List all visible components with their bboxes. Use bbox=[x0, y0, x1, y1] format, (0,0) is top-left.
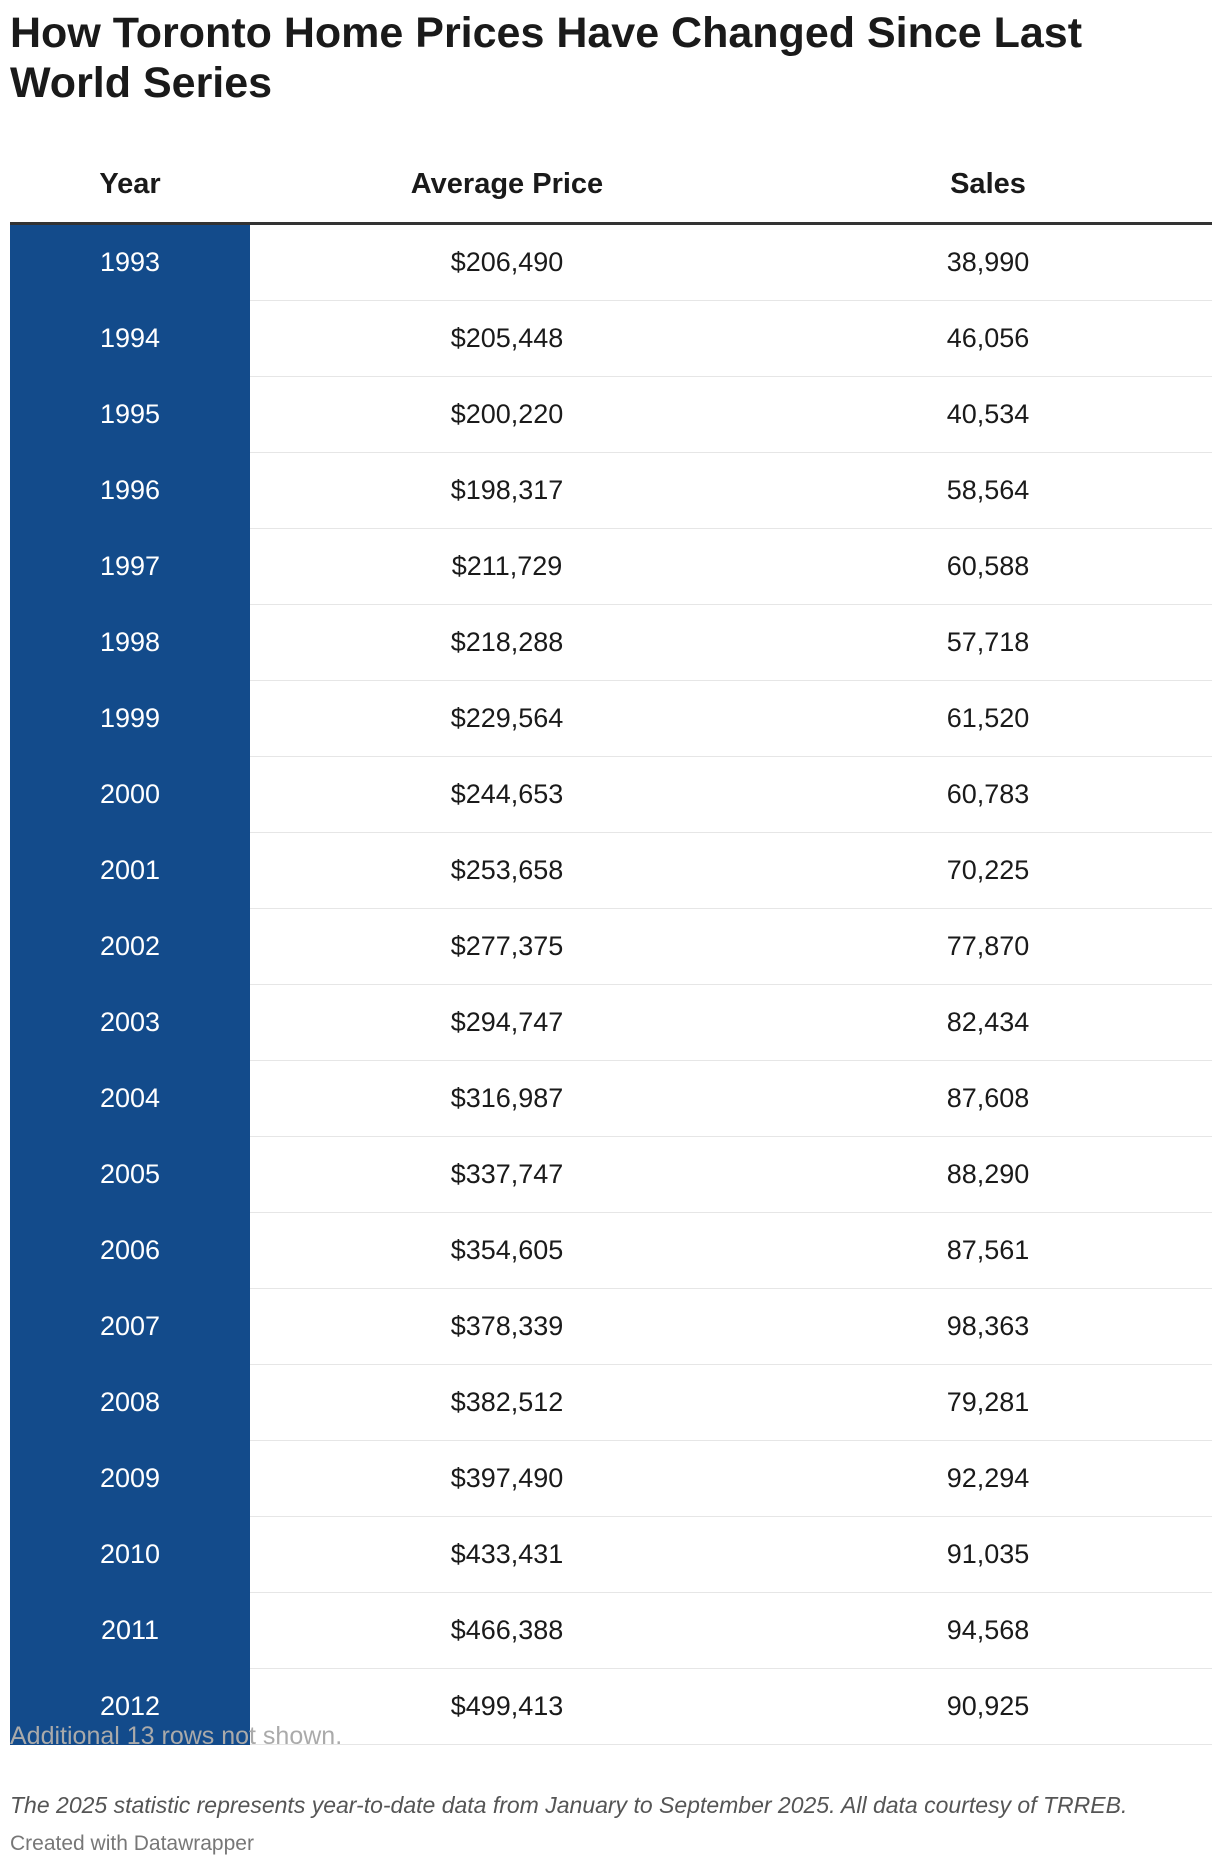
table-row: 1996 $198,317 58,564 bbox=[10, 452, 1212, 529]
table-cell: 92,294 bbox=[764, 1440, 1212, 1517]
year-cell: 1996 bbox=[10, 452, 250, 529]
table-cell: $218,288 bbox=[250, 604, 764, 681]
table-row: 2007 $378,339 98,363 bbox=[10, 1288, 1212, 1365]
table-cell: 98,363 bbox=[764, 1288, 1212, 1365]
table-row: 2004 $316,987 87,608 bbox=[10, 1060, 1212, 1137]
table-cell: 60,783 bbox=[764, 756, 1212, 833]
table-row: 1994 $205,448 46,056 bbox=[10, 300, 1212, 377]
year-cell: 1994 bbox=[10, 300, 250, 377]
column-header: Sales bbox=[764, 146, 1212, 225]
table-cell: $198,317 bbox=[250, 452, 764, 529]
table-cell: 77,870 bbox=[764, 908, 1212, 985]
table-cell: 58,564 bbox=[764, 452, 1212, 529]
table-row: 2010 $433,431 91,035 bbox=[10, 1516, 1212, 1593]
table-cell: $229,564 bbox=[250, 680, 764, 757]
table-row: 2012 $499,413 90,925 bbox=[10, 1668, 1212, 1745]
year-cell: 2011 bbox=[10, 1592, 250, 1669]
table-cell: 46,056 bbox=[764, 300, 1212, 377]
year-cell: 2004 bbox=[10, 1060, 250, 1137]
table-row: 1997 $211,729 60,588 bbox=[10, 528, 1212, 605]
table-row: 2000 $244,653 60,783 bbox=[10, 756, 1212, 833]
credit: Created with Datawrapper bbox=[10, 1832, 254, 1855]
year-cell: 1993 bbox=[10, 223, 250, 301]
table-cell: 60,588 bbox=[764, 528, 1212, 605]
table-cell: 79,281 bbox=[764, 1364, 1212, 1441]
year-cell: 2007 bbox=[10, 1288, 250, 1365]
hidden-rows-note: Additional 13 rows not shown. bbox=[10, 1722, 343, 1750]
table-cell: $200,220 bbox=[250, 376, 764, 453]
column-header: Year bbox=[10, 146, 250, 225]
year-cell: 2008 bbox=[10, 1364, 250, 1441]
table-cell: $378,339 bbox=[250, 1288, 764, 1365]
table-cell: $354,605 bbox=[250, 1212, 764, 1289]
table-cell: $253,658 bbox=[250, 832, 764, 909]
year-cell: 2009 bbox=[10, 1440, 250, 1517]
table-cell: $205,448 bbox=[250, 300, 764, 377]
table-cell: $337,747 bbox=[250, 1136, 764, 1213]
column-header: Average Price bbox=[250, 146, 764, 225]
table-cell: $382,512 bbox=[250, 1364, 764, 1441]
year-cell: 2006 bbox=[10, 1212, 250, 1289]
table-cell: 90,925 bbox=[764, 1668, 1212, 1745]
header-row: Year Average Price Sales bbox=[10, 146, 1212, 225]
table-cell: $244,653 bbox=[250, 756, 764, 833]
table-cell: $277,375 bbox=[250, 908, 764, 985]
table-cell: 91,035 bbox=[764, 1516, 1212, 1593]
table-row: 2003 $294,747 82,434 bbox=[10, 984, 1212, 1061]
data-table: Year Average Price Sales 1993 $206,490 38,99… bbox=[10, 146, 1212, 1745]
year-cell: 2010 bbox=[10, 1516, 250, 1593]
year-cell: 2005 bbox=[10, 1136, 250, 1213]
table-row: 2009 $397,490 92,294 bbox=[10, 1440, 1212, 1517]
year-cell: 1998 bbox=[10, 604, 250, 681]
table-cell: 88,290 bbox=[764, 1136, 1212, 1213]
table-cell: 87,608 bbox=[764, 1060, 1212, 1137]
table-row: 1993 $206,490 38,990 bbox=[10, 223, 1212, 301]
table-cell: 38,990 bbox=[764, 223, 1212, 301]
table-cell: 82,434 bbox=[764, 984, 1212, 1061]
table-cell: 57,718 bbox=[764, 604, 1212, 681]
table-cell: $499,413 bbox=[250, 1668, 764, 1745]
year-cell: 1997 bbox=[10, 528, 250, 605]
table-row: 2011 $466,388 94,568 bbox=[10, 1592, 1212, 1669]
year-cell: 1995 bbox=[10, 376, 250, 453]
table-cell: 61,520 bbox=[764, 680, 1212, 757]
table-row: 2005 $337,747 88,290 bbox=[10, 1136, 1212, 1213]
table-row: 1995 $200,220 40,534 bbox=[10, 376, 1212, 453]
year-cell: 1999 bbox=[10, 680, 250, 757]
table-cell: $211,729 bbox=[250, 528, 764, 605]
table-body: 1993 $206,490 38,990 1994 $205,448 46,056 1995… bbox=[10, 223, 1212, 1745]
year-cell: 2001 bbox=[10, 832, 250, 909]
table-row: 2001 $253,658 70,225 bbox=[10, 832, 1212, 909]
table-cell: 94,568 bbox=[764, 1592, 1212, 1669]
year-cell: 2012 bbox=[10, 1668, 250, 1745]
year-cell: 2003 bbox=[10, 984, 250, 1061]
table-row: 1998 $218,288 57,718 bbox=[10, 604, 1212, 681]
table-row: 1999 $229,564 61,520 bbox=[10, 680, 1212, 757]
table-cell: $316,987 bbox=[250, 1060, 764, 1137]
table-cell: $433,431 bbox=[250, 1516, 764, 1593]
table-row: 2006 $354,605 87,561 bbox=[10, 1212, 1212, 1289]
year-cell: 2002 bbox=[10, 908, 250, 985]
table-cell: $206,490 bbox=[250, 223, 764, 301]
footnote: The 2025 statistic represents year-to-da… bbox=[10, 1792, 1128, 1818]
table-cell: 70,225 bbox=[764, 832, 1212, 909]
table-cell: $466,388 bbox=[250, 1592, 764, 1669]
title: How Toronto Home Prices Have Changed Sin… bbox=[10, 9, 1083, 107]
year-cell: 2000 bbox=[10, 756, 250, 833]
table-cell: 40,534 bbox=[764, 376, 1212, 453]
table-cell: 87,561 bbox=[764, 1212, 1212, 1289]
table-cell: $397,490 bbox=[250, 1440, 764, 1517]
table-row: 2008 $382,512 79,281 bbox=[10, 1364, 1212, 1441]
table-cell: $294,747 bbox=[250, 984, 764, 1061]
table-row: 2002 $277,375 77,870 bbox=[10, 908, 1212, 985]
